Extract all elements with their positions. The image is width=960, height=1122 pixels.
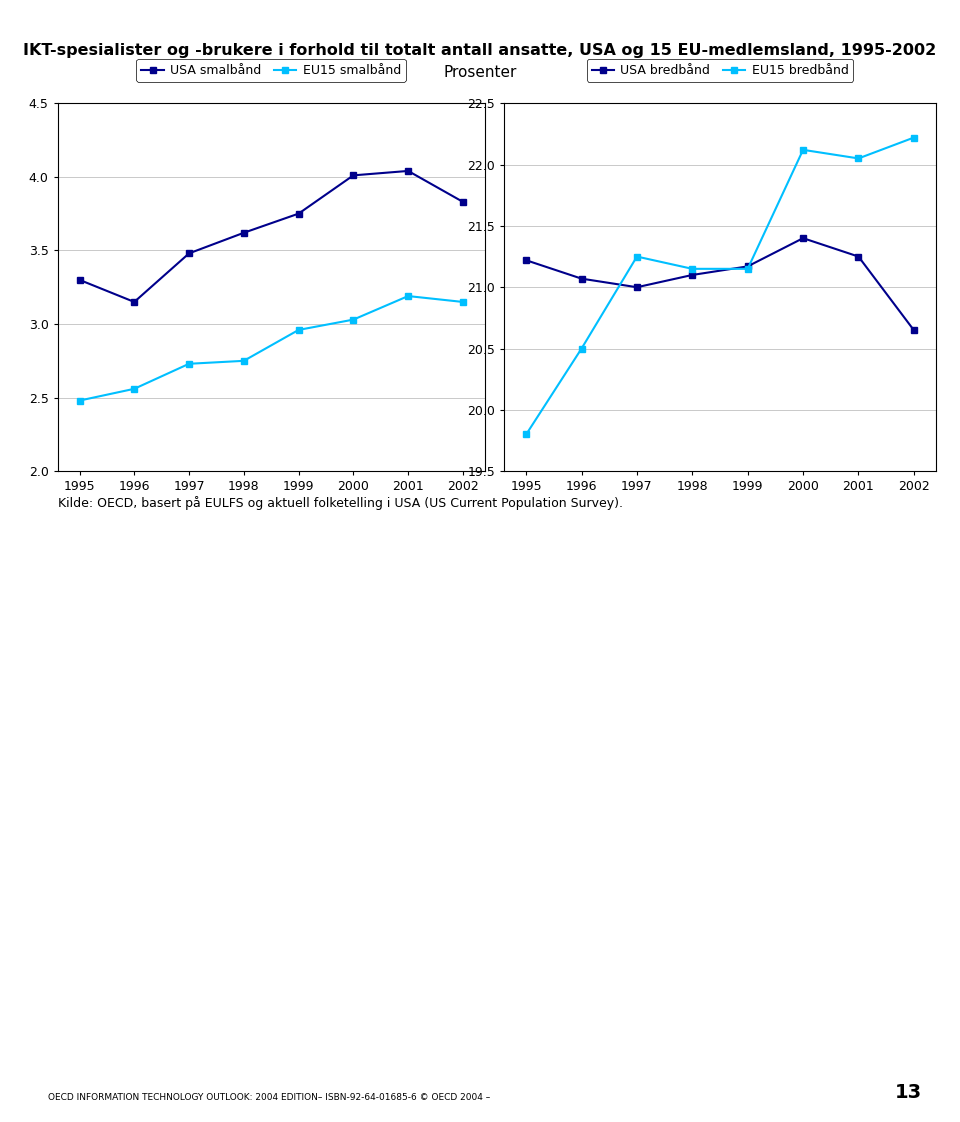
Legend: USA smalbånd, EU15 smalbånd: USA smalbånd, EU15 smalbånd — [136, 59, 406, 82]
Text: Prosenter: Prosenter — [444, 65, 516, 80]
Legend: USA bredbånd, EU15 bredbånd: USA bredbånd, EU15 bredbånd — [587, 59, 853, 82]
Text: OECD INFORMATION TECHNOLOGY OUTLOOK: 2004 EDITION– ISBN-92-64-01685-6 © OECD 200: OECD INFORMATION TECHNOLOGY OUTLOOK: 200… — [48, 1093, 491, 1102]
Text: IKT-spesialister og -brukere i forhold til totalt antall ansatte, USA og 15 EU-m: IKT-spesialister og -brukere i forhold t… — [23, 43, 937, 57]
Text: Kilde: OECD, basert på EULFS og aktuell folketelling i USA (US Current Populatio: Kilde: OECD, basert på EULFS og aktuell … — [58, 496, 623, 509]
Text: 13: 13 — [895, 1083, 922, 1102]
